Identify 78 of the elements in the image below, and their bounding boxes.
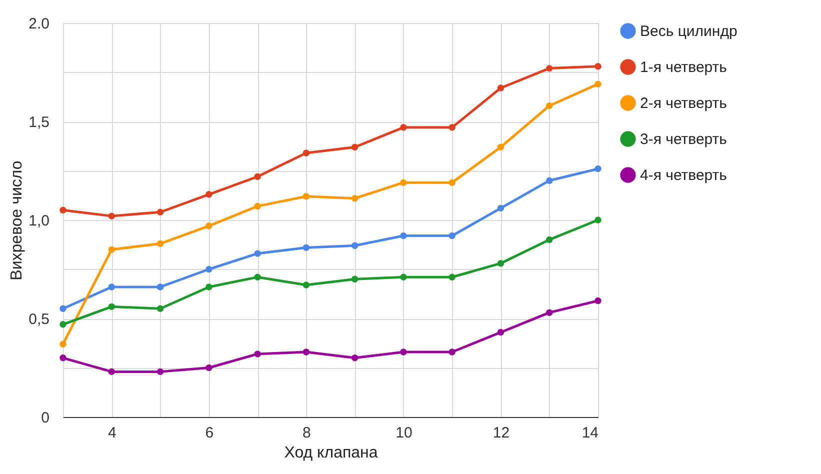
x-tick-label: 12 [492, 424, 510, 442]
point [400, 124, 407, 131]
point [108, 284, 115, 290]
point [108, 303, 115, 310]
point [448, 179, 456, 186]
point [497, 204, 504, 212]
y-axis-title: Вихревое число [8, 160, 26, 280]
point [60, 354, 66, 362]
point [254, 350, 261, 358]
legend-label: 4-я четверть [640, 167, 728, 184]
legend-label: 1-я четверть [640, 59, 728, 76]
point [108, 212, 115, 220]
point [156, 208, 164, 216]
x-tick-label: 6 [205, 424, 214, 442]
x-axis-title: Ход клапана [284, 444, 378, 462]
point [546, 177, 553, 184]
point [400, 274, 407, 280]
point [594, 62, 602, 70]
point [156, 305, 164, 312]
point [206, 266, 212, 273]
point [60, 305, 66, 312]
point [156, 284, 164, 290]
point [497, 144, 504, 150]
point [206, 222, 212, 230]
point [351, 242, 358, 249]
y-tick-label: 1,5 [28, 114, 50, 131]
y-tick-label: 0 [41, 410, 50, 426]
point [497, 328, 504, 336]
point [302, 244, 310, 251]
point [497, 84, 504, 92]
y-tick-label: 2.0 [28, 16, 50, 32]
point [302, 193, 310, 200]
legend-label: 2-я четверть [640, 95, 728, 112]
point [546, 102, 553, 110]
point [351, 354, 358, 362]
point [351, 194, 358, 202]
point [351, 144, 358, 150]
point [60, 321, 66, 328]
point [156, 368, 164, 376]
point [594, 216, 602, 224]
point [302, 282, 310, 288]
point [351, 276, 358, 282]
point [448, 348, 456, 356]
point [254, 250, 261, 257]
y-tick-label: 0,5 [28, 311, 50, 328]
point [254, 202, 261, 210]
point [302, 150, 310, 156]
point [400, 179, 407, 186]
x-tick-label: 10 [396, 424, 412, 442]
point [448, 274, 456, 280]
y-tick-label: 1,0 [28, 212, 50, 230]
legend-label: Весь цилиндр [640, 23, 738, 40]
point [448, 124, 456, 131]
point [302, 348, 310, 356]
point [546, 309, 553, 316]
point [206, 191, 212, 198]
x-tick-label: 8 [302, 424, 311, 442]
point [60, 206, 66, 214]
x-tick-label: 4 [108, 424, 116, 442]
point [254, 173, 261, 180]
point [60, 340, 66, 348]
legend-label: 3-я четверть [640, 131, 728, 148]
point [400, 348, 407, 356]
point [594, 165, 602, 172]
point [448, 232, 456, 240]
point [108, 246, 115, 253]
point [546, 64, 553, 72]
point [594, 297, 602, 304]
point [206, 364, 212, 372]
x-tick-label: 14 [582, 424, 598, 442]
point [400, 232, 407, 240]
point [254, 274, 261, 280]
point [497, 260, 504, 267]
point [108, 368, 115, 376]
point [206, 284, 212, 290]
point [156, 240, 164, 247]
point [546, 236, 553, 244]
point [594, 80, 602, 88]
